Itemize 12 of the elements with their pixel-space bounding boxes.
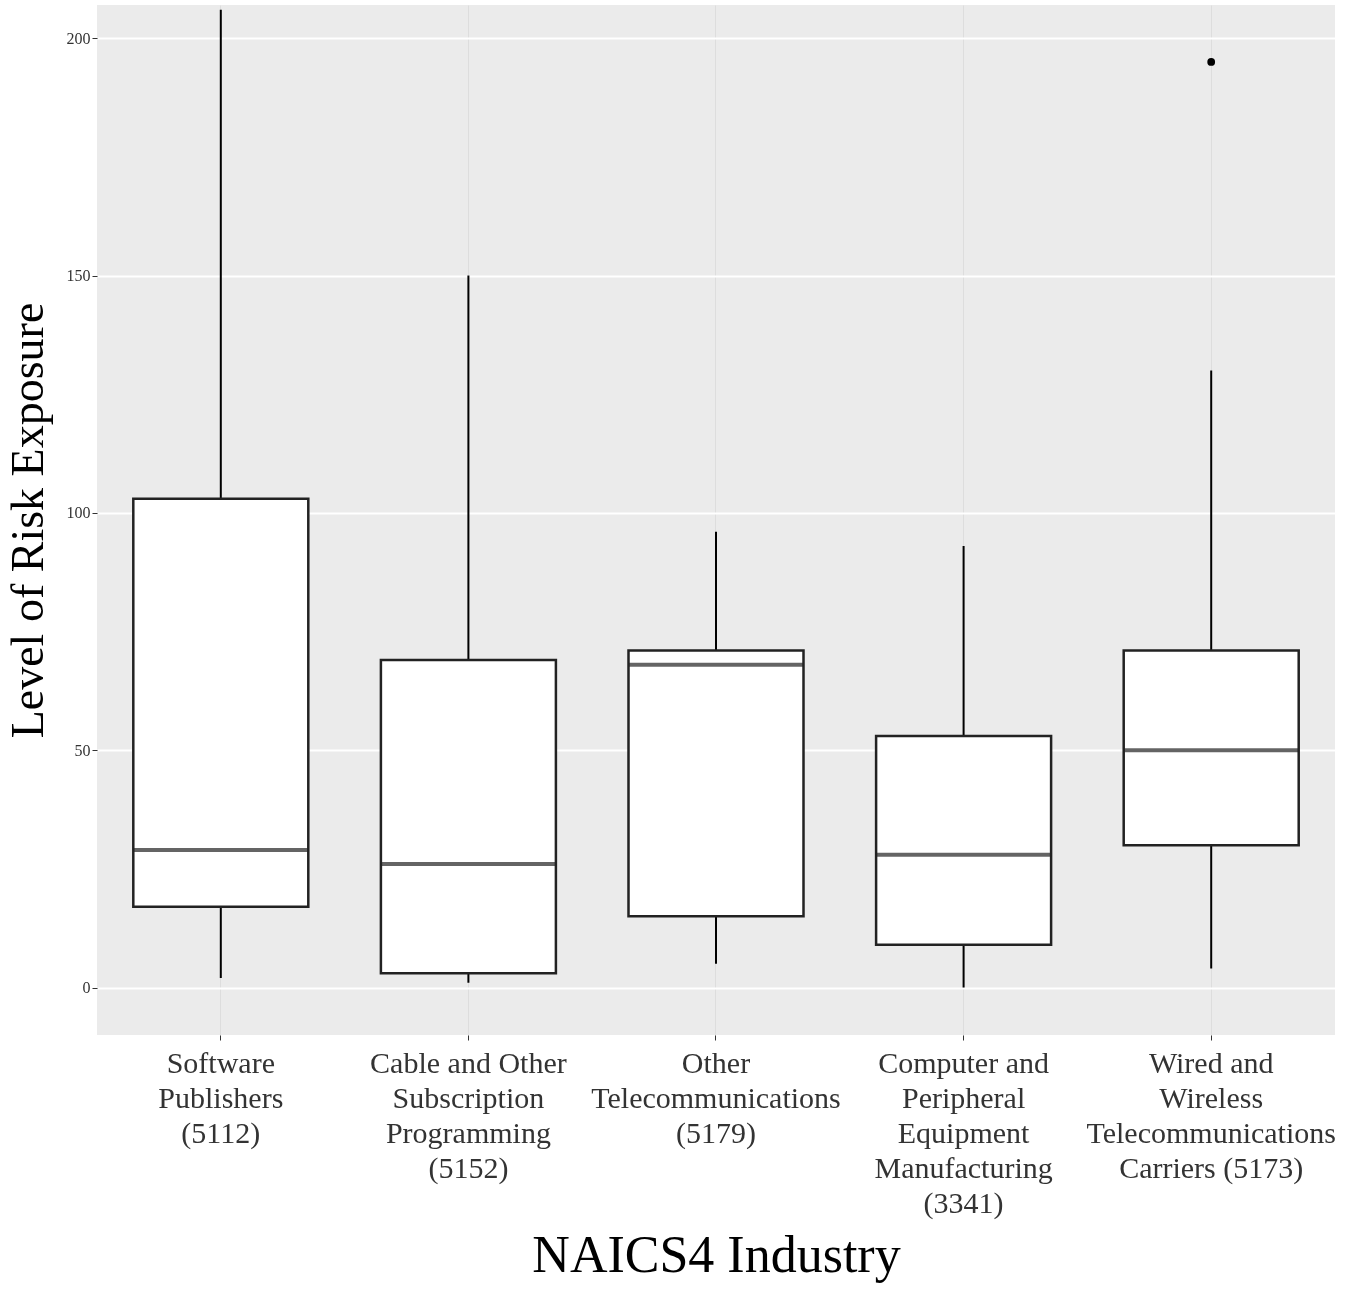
x-tick-label: Computer and Peripheral Equipment Manufacturing (3341) <box>874 1045 1053 1220</box>
y-tick-label: 100 <box>66 504 91 522</box>
y-tick-label: 150 <box>66 267 91 285</box>
x-tick-label: Cable and Other Subscription Programming (5152) <box>370 1045 567 1185</box>
y-tick-label: 50 <box>74 741 91 759</box>
x-tick-label: Software Publishers (5112) <box>158 1045 284 1150</box>
x-tick-label: Other Telecommunications (5179) <box>591 1045 841 1150</box>
y-axis-title: Level of Risk Exposure <box>1 302 53 739</box>
x-tick-label: Wired and Wireless Telecommunications Carriers (5173) <box>1086 1045 1336 1185</box>
y-tick-label: 200 <box>66 29 91 47</box>
y-tick-label: 0 <box>82 979 91 997</box>
x-axis-title: NAICS4 Industry <box>532 1225 901 1283</box>
